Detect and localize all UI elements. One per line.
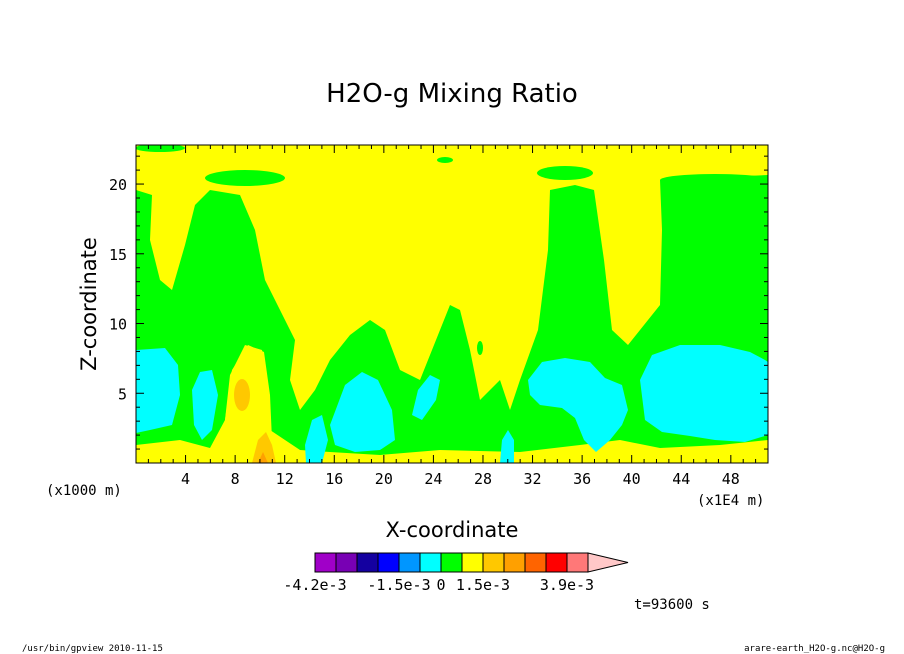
colorbar-swatch (398, 552, 421, 573)
contour-field (136, 145, 768, 463)
colorbar-label: -4.2e-3 (283, 576, 346, 594)
x-tick-label: 20 (375, 470, 393, 488)
field-cyan-cell (192, 370, 218, 440)
colorbar-label: 1.5e-3 (456, 576, 510, 594)
time-label: t=93600 s (634, 597, 710, 613)
field-yellow-upper (136, 152, 768, 410)
field-green-island (660, 174, 768, 186)
y-tick-label: 15 (109, 246, 127, 264)
colorbar (314, 552, 629, 573)
y-axis: 5 10 15 20 (109, 155, 768, 450)
plot-frame (135, 144, 769, 464)
x-tick-label: 44 (672, 470, 690, 488)
y-tick-label: 10 (109, 316, 127, 334)
colorbar-swatch (377, 552, 400, 573)
colorbar-swatch (419, 552, 442, 573)
colorbar-swatch (524, 552, 547, 573)
field-cyan-cell (528, 358, 628, 452)
field-orange-pocket (258, 452, 268, 463)
x-tick-label: 32 (524, 470, 542, 488)
field-orange-pocket (252, 432, 276, 463)
field-cyan-cell (330, 372, 395, 452)
x-tick-label: 24 (424, 470, 442, 488)
colorbar-label: 0 (436, 576, 445, 594)
field-cyan-cell (412, 375, 440, 420)
colorbar-arrow (587, 552, 629, 573)
y-tick-label: 20 (109, 176, 127, 194)
x-tick-label: 12 (276, 470, 294, 488)
footer-left: /usr/bin/gpview 2010-11-15 (22, 644, 163, 654)
field-green-island (437, 157, 453, 163)
x-tick-label: 16 (325, 470, 343, 488)
colorbar-swatch (545, 552, 568, 573)
colorbar-swatch (482, 552, 505, 573)
field-orange-pocket (234, 379, 250, 411)
colorbar-swatch (314, 552, 337, 573)
field-yellow-top-band (136, 145, 768, 152)
colorbar-swatch (461, 552, 484, 573)
x-unit-note: (x1E4 m) (697, 493, 764, 509)
colorbar-label: 3.9e-3 (540, 576, 594, 594)
field-green-island (205, 170, 285, 186)
field-cyan-cell (640, 345, 768, 442)
x-tick-label: 48 (722, 470, 740, 488)
footer-right: arare-earth_H2O-g.nc@H2O-g (744, 644, 885, 654)
chart-title: H2O-g Mixing Ratio (326, 79, 578, 109)
x-tick-label: 8 (231, 470, 240, 488)
colorbar-swatch (356, 552, 379, 573)
colorbar-swatch (335, 552, 358, 573)
colorbar-label: -1.5e-3 (367, 576, 430, 594)
colorbar-swatch (440, 552, 463, 573)
x-tick-label: 36 (573, 470, 591, 488)
field-cyan-cell (500, 430, 514, 463)
y-tick-label: 5 (118, 385, 127, 403)
colorbar-labels: -4.2e-3 -1.5e-3 0 1.5e-3 3.9e-3 (283, 576, 594, 594)
x-axis: 4 8 12 16 20 24 28 32 36 40 44 48 (147, 145, 757, 488)
x-axis-label: X-coordinate (386, 518, 519, 542)
y-unit-note: (x1000 m) (46, 483, 122, 499)
field-cyan-cell (136, 348, 180, 433)
x-tick-label: 4 (181, 470, 190, 488)
x-tick-label: 40 (623, 470, 641, 488)
colorbar-swatch (566, 552, 589, 573)
field-green-island (477, 341, 483, 355)
field-cyan-cell (305, 415, 328, 463)
field-green-island (537, 166, 593, 180)
x-tick-label: 28 (474, 470, 492, 488)
colorbar-swatch (503, 552, 526, 573)
y-axis-label: Z-coordinate (77, 237, 101, 371)
